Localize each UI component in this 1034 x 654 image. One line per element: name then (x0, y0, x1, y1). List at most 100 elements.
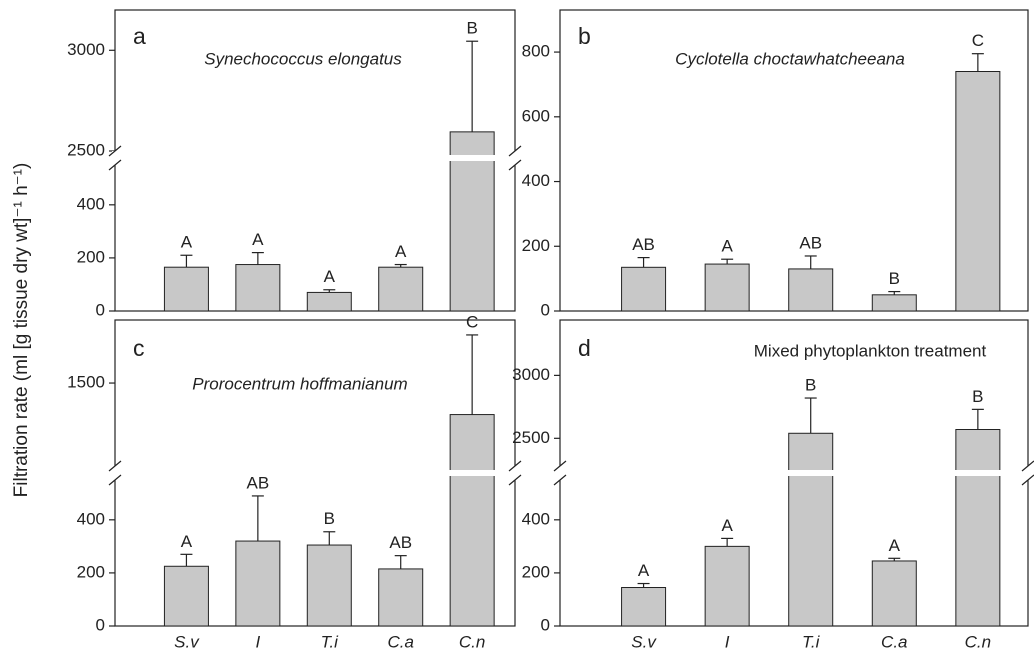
panel-label: c (133, 335, 145, 361)
y-tick-label: 3000 (67, 40, 105, 59)
axis-break (512, 151, 518, 165)
break-slash (1021, 460, 1034, 472)
significance-letter: AB (247, 473, 270, 492)
significance-letter: A (324, 267, 336, 286)
y-tick-label: 200 (77, 562, 105, 581)
bar (306, 291, 352, 312)
bar-break (787, 470, 834, 476)
bar (955, 429, 1001, 627)
y-tick-label: 400 (522, 171, 550, 190)
significance-letter: AB (632, 235, 655, 254)
bar (378, 266, 424, 312)
y-tick-label: 2500 (67, 140, 105, 159)
y-tick-label: 200 (77, 247, 105, 266)
significance-letter: AB (799, 233, 822, 252)
break-slash (108, 145, 122, 157)
significance-letter: B (466, 19, 477, 38)
break-slash (108, 474, 122, 486)
panel-title: Prorocentrum hoffmanianum (192, 374, 407, 393)
y-tick-label: 400 (522, 509, 550, 528)
bar (235, 540, 281, 627)
bar (871, 560, 917, 627)
x-tick-label: S.v (174, 632, 200, 651)
bar (704, 263, 750, 312)
bar-break (449, 155, 496, 161)
break-slash (1021, 474, 1034, 486)
break-slash (508, 159, 522, 171)
break-slash (108, 460, 122, 472)
bar (621, 587, 667, 627)
y-tick-label: 0 (541, 300, 550, 319)
significance-letter: B (324, 509, 335, 528)
significance-letter: A (638, 561, 650, 580)
axis-break (1025, 466, 1031, 480)
y-axis-label: Filtration rate (ml [g tissue dry wt]⁻¹ … (11, 163, 32, 498)
y-tick-label: 200 (522, 236, 550, 255)
panel-label: a (133, 23, 146, 49)
x-tick-label: I (255, 632, 260, 651)
axis-break (512, 466, 518, 480)
significance-letter: AB (389, 533, 412, 552)
axis-break (557, 466, 563, 480)
bar (163, 565, 209, 627)
panel-label: b (578, 23, 591, 49)
y-tick-label: 0 (541, 615, 550, 634)
panel-title: Synechococcus elongatus (204, 49, 402, 68)
panel-label: d (578, 335, 591, 361)
y-tick-label: 0 (96, 615, 105, 634)
x-tick-label: T.i (802, 632, 821, 651)
significance-letter: A (721, 237, 733, 256)
significance-letter: B (889, 269, 900, 288)
significance-letter: C (466, 312, 478, 331)
bar (449, 131, 495, 312)
significance-letter: A (252, 230, 264, 249)
bar (871, 294, 917, 312)
x-tick-label: C.a (881, 632, 907, 651)
y-tick-label: 1500 (67, 373, 105, 392)
significance-letter: A (395, 242, 407, 261)
x-tick-label: C.n (459, 632, 485, 651)
bar-break (449, 470, 496, 476)
bar (449, 414, 495, 627)
y-tick-label: 800 (522, 42, 550, 61)
break-slash (508, 474, 522, 486)
bar-break (954, 470, 1001, 476)
axis-break (112, 151, 118, 165)
y-tick-label: 0 (96, 300, 105, 319)
y-tick-label: 3000 (512, 365, 550, 384)
y-tick-label: 200 (522, 562, 550, 581)
x-tick-label: I (725, 632, 730, 651)
significance-letter: A (181, 532, 193, 551)
significance-letter: C (972, 31, 984, 50)
significance-letter: A (721, 516, 733, 535)
bar (163, 266, 209, 312)
bar (788, 268, 834, 312)
bar (378, 568, 424, 627)
bar (235, 264, 281, 312)
bar (704, 545, 750, 627)
significance-letter: A (181, 233, 193, 252)
x-tick-label: T.i (321, 632, 340, 651)
x-tick-label: C.n (965, 632, 991, 651)
axis-break (112, 466, 118, 480)
y-tick-label: 2500 (512, 428, 550, 447)
break-slash (553, 474, 567, 486)
break-slash (553, 460, 567, 472)
panel-title: Cyclotella choctawhatcheeana (675, 49, 905, 68)
bar (621, 266, 667, 312)
panel-title: Mixed phytoplankton treatment (754, 341, 987, 360)
significance-letter: B (972, 387, 983, 406)
x-tick-label: C.a (387, 632, 413, 651)
bar (955, 70, 1001, 312)
y-tick-label: 400 (77, 194, 105, 213)
y-tick-label: 400 (77, 509, 105, 528)
significance-letter: B (805, 376, 816, 395)
y-tick-label: 600 (522, 106, 550, 125)
x-tick-label: S.v (631, 632, 657, 651)
significance-letter: A (889, 536, 901, 555)
bar (306, 544, 352, 627)
bar (788, 432, 834, 627)
break-slash (108, 159, 122, 171)
break-slash (508, 145, 522, 157)
